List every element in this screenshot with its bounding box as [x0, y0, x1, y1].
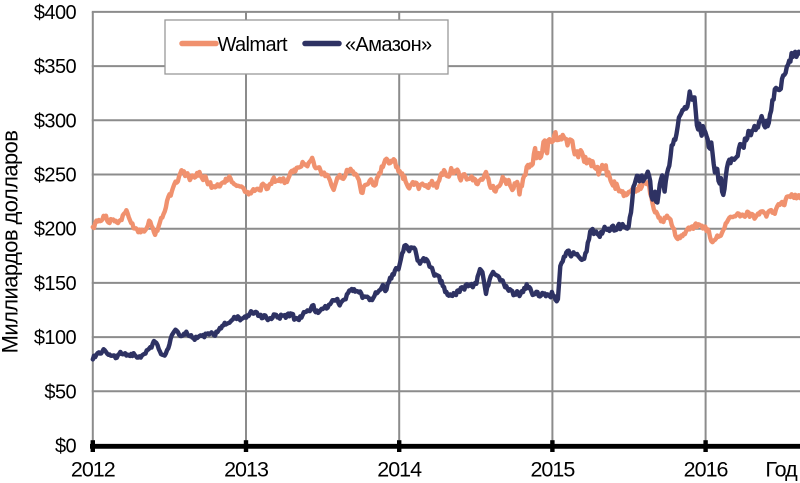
svg-text:$350: $350 — [34, 56, 77, 78]
svg-text:$150: $150 — [34, 273, 77, 295]
svg-text:«Амазон»: «Амазон» — [345, 34, 432, 56]
svg-text:$50: $50 — [44, 381, 76, 403]
svg-text:Walmart: Walmart — [218, 34, 289, 56]
svg-text:Год: Год — [765, 458, 798, 482]
svg-text:2016: 2016 — [684, 458, 729, 482]
svg-text:$400: $400 — [34, 2, 77, 24]
svg-text:$0: $0 — [55, 436, 77, 458]
svg-text:$250: $250 — [34, 165, 77, 187]
svg-text:2012: 2012 — [71, 458, 115, 482]
svg-text:2013: 2013 — [224, 458, 269, 482]
svg-text:Миллиардов долларов: Миллиардов долларов — [0, 131, 23, 354]
svg-text:2015: 2015 — [530, 458, 575, 482]
svg-text:$100: $100 — [34, 327, 77, 349]
svg-text:$200: $200 — [34, 219, 77, 241]
svg-text:2014: 2014 — [377, 458, 422, 482]
svg-text:$300: $300 — [34, 110, 77, 132]
